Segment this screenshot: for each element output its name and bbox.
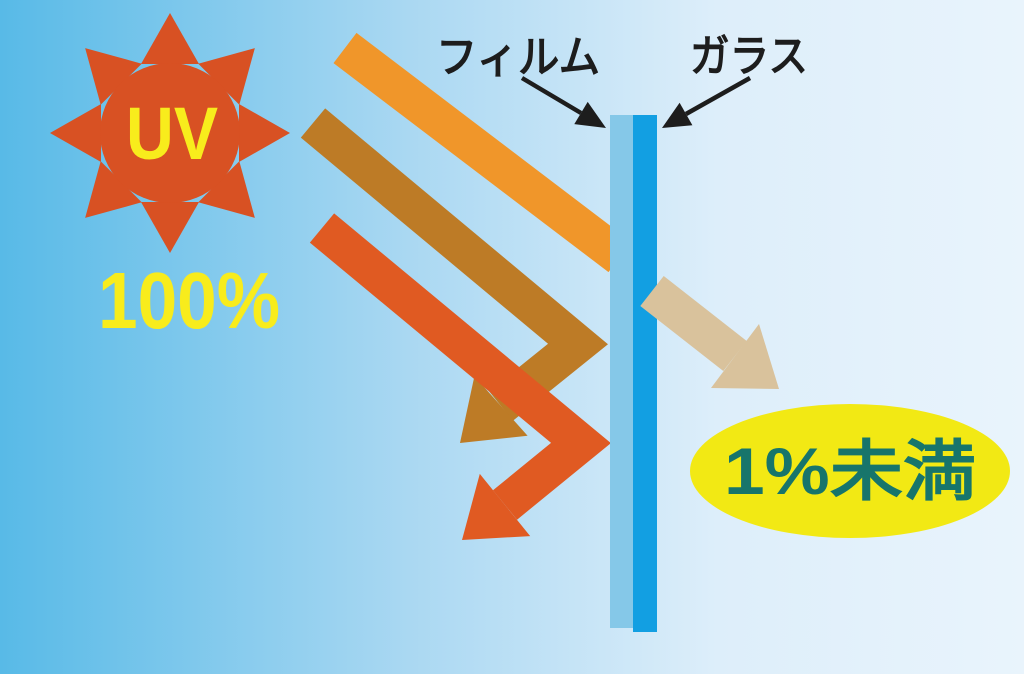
uv-percent-label: 100% <box>98 256 280 345</box>
red-arrow-shaft <box>309 213 611 520</box>
reflected-arrow-red <box>309 213 611 540</box>
orange-arrow-shaft <box>333 32 632 273</box>
incident-arrow-orange <box>333 32 632 273</box>
sun-ray <box>50 104 101 162</box>
result-badge: 1%未満 <box>690 404 1010 538</box>
sun-ray <box>85 161 142 218</box>
glass-callout: ガラス <box>662 32 808 128</box>
red-arrowhead-icon <box>462 473 531 540</box>
glass-bar <box>633 115 657 632</box>
film-callout: フィルム <box>436 33 606 128</box>
film-pointer-arrowhead-icon <box>574 101 606 128</box>
transmitted-arrow-shaft <box>640 276 747 371</box>
sun-ray <box>141 13 199 64</box>
transmitted-arrowhead-icon <box>711 324 779 389</box>
film-label: フィルム <box>436 33 600 82</box>
sun-icon: UV <box>50 13 290 253</box>
sun-ray <box>141 202 199 253</box>
sun-disc <box>100 63 240 203</box>
brown-arrowhead-icon <box>460 376 528 443</box>
sun-ray <box>198 48 255 105</box>
glass-label: ガラス <box>690 32 808 81</box>
result-ellipse <box>690 404 1010 538</box>
result-label: 1%未満 <box>724 434 976 508</box>
glass-pointer-arrowhead-icon <box>662 102 693 128</box>
sun-ray <box>239 104 290 162</box>
uv-label: UV <box>126 92 218 175</box>
film-pointer-line <box>520 76 583 115</box>
glass-pointer-line <box>684 76 752 116</box>
sun-ray <box>198 161 255 218</box>
sun-ray <box>85 48 142 105</box>
film-bar <box>610 115 633 628</box>
transmitted-arrow <box>640 276 779 389</box>
